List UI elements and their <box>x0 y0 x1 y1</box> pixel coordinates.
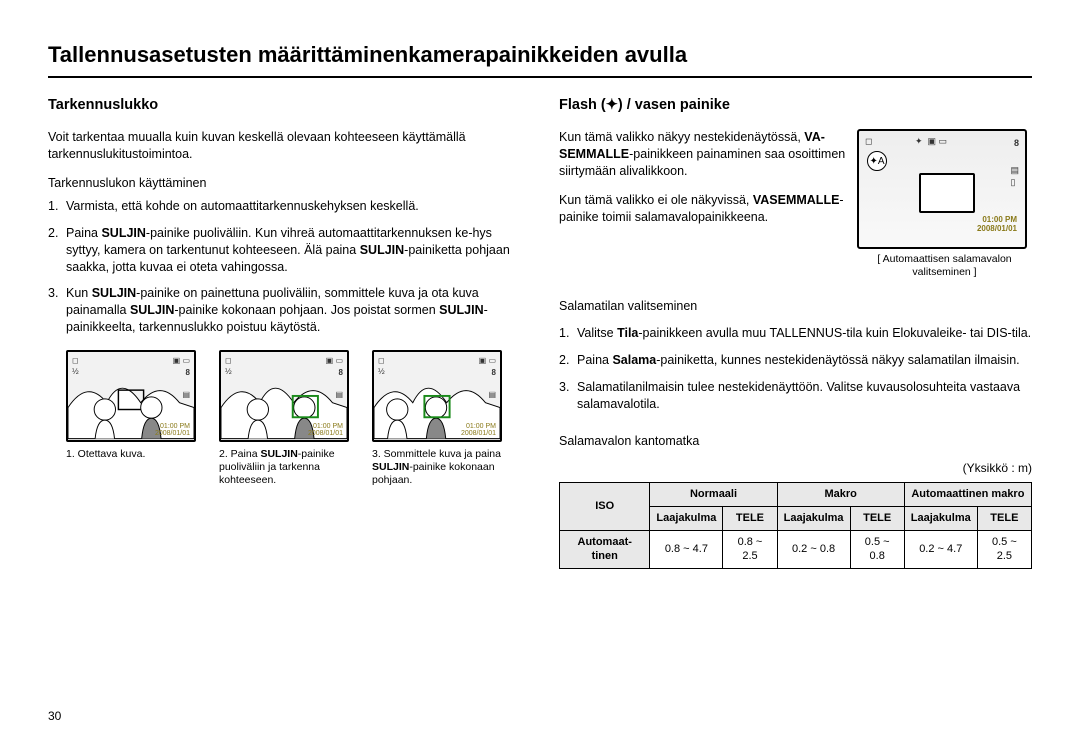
step-3: 3. Kun SULJIN-painike on painettuna puol… <box>48 285 521 336</box>
title-rule <box>48 76 1032 78</box>
lcd-timestamp: 01:00 PM2008/01/01 <box>977 216 1017 233</box>
heading-flash: Flash (✦) / vasen painike <box>559 96 1032 116</box>
figure-row: ◻½ ▣ ▭8▤ 01:00 PM2008/01/01 1. Otettava <box>66 350 521 487</box>
step-1: 1. Varmista, että kohde on automaattitar… <box>48 198 521 215</box>
rstep-2: 2. Paina Salama-painiketta, kunnes neste… <box>559 352 1032 369</box>
thumb2-icons-left: ◻½ <box>225 356 232 378</box>
flash-range-table: ISO Normaali Makro Automaattinen makro L… <box>559 482 1032 569</box>
thumb2-timestamp: 01:00 PM2008/01/01 <box>308 423 343 437</box>
td-val: 0.2 ~ 4.7 <box>904 530 977 569</box>
thumb-1: ◻½ ▣ ▭8▤ 01:00 PM2008/01/01 <box>66 350 196 442</box>
th-macro: Makro <box>777 482 904 506</box>
steps-left: 1. Varmista, että kohde on automaattitar… <box>48 198 521 336</box>
caption-1: 1. Otettava kuva. <box>66 448 201 461</box>
heading-focus-lock: Tarkennuslukko <box>48 96 521 116</box>
th-automacro: Automaattinen makro <box>904 482 1031 506</box>
rstep-3: 3. Salamatilanilmaisin tulee nestekidenä… <box>559 379 1032 413</box>
flash-mode-icon: ✦A <box>867 151 887 171</box>
thumb2-icons-right: ▣ ▭8▤ <box>326 356 343 401</box>
table-row: ISO Normaali Makro Automaattinen makro <box>560 482 1032 506</box>
thumb3-icons-right: ▣ ▭8▤ <box>479 356 496 401</box>
lcd-caption: [ Automaattisen salamavalon valitseminen… <box>857 253 1032 278</box>
thumb-2: ◻½ ▣ ▭8▤ 01:00 PM2008/01/01 <box>219 350 349 442</box>
thumb1-timestamp: 01:00 PM2008/01/01 <box>155 423 190 437</box>
th-sub: Laajakulma <box>777 506 850 530</box>
lcd-icons-top: ◻ ✦ ▣ ▭ <box>865 135 947 147</box>
lcd-focus-frame <box>919 173 975 213</box>
thumb1-icons-right: ▣ ▭8▤ <box>173 356 190 401</box>
step-2: 2. Paina SULJIN-painike puoliväliin. Kun… <box>48 225 521 276</box>
two-column-layout: Tarkennuslukko Voit tarkentaa muualla ku… <box>48 96 1032 570</box>
th-sub: Laajakulma <box>904 506 977 530</box>
intro-text: Voit tarkentaa muualla kuin kuvan keskel… <box>48 129 521 163</box>
page-number: 30 <box>48 708 61 724</box>
steps-right: 1. Valitse Tila-painikkeen avulla muu TA… <box>559 325 1032 413</box>
caption-3: 3. Sommittele kuva ja paina SULJIN-paini… <box>372 448 507 487</box>
td-val: 0.2 ~ 0.8 <box>777 530 850 569</box>
figure-3: ◻½ ▣ ▭8▤ 01:00 PM2008/01/01 <box>372 350 507 487</box>
subhead-select-flash: Salamatilan valitseminen <box>559 298 1032 315</box>
thumb3-timestamp: 01:00 PM2008/01/01 <box>461 423 496 437</box>
td-val: 0.5 ~ 2.5 <box>977 530 1031 569</box>
col-left: Tarkennuslukko Voit tarkentaa muualla ku… <box>48 96 521 570</box>
th-sub: TELE <box>850 506 904 530</box>
lcd-figure: ◻ ✦ ▣ ▭ 8▤▯ ✦A 01:00 PM2008/01/01 [ Auto… <box>857 129 1032 278</box>
th-sub: Laajakulma <box>650 506 723 530</box>
subhead-using: Tarkennuslukon käyttäminen <box>48 175 521 192</box>
td-val: 0.8 ~ 4.7 <box>650 530 723 569</box>
thumb3-icons-left: ◻½ <box>378 356 385 378</box>
th-sub: TELE <box>723 506 777 530</box>
caption-2: 2. Paina SULJIN-painike puoliväliin ja t… <box>219 448 354 487</box>
page-title: Tallennusasetusten määrittäminenkamerapa… <box>48 40 1032 70</box>
rstep-1: 1. Valitse Tila-painikkeen avulla muu TA… <box>559 325 1032 342</box>
th-iso: ISO <box>560 482 650 530</box>
table-row: Automaat-tinen 0.8 ~ 4.7 0.8 ~ 2.5 0.2 ~… <box>560 530 1032 569</box>
unit-label: (Yksikkö : m) <box>559 460 1032 476</box>
figure-1: ◻½ ▣ ▭8▤ 01:00 PM2008/01/01 1. Otettava <box>66 350 201 487</box>
th-sub: TELE <box>977 506 1031 530</box>
figure-2: ◻½ ▣ ▭8▤ 01:00 PM2008/01/01 <box>219 350 354 487</box>
subhead-flash-range: Salamavalon kantomatka <box>559 433 1032 450</box>
td-rowlabel: Automaat-tinen <box>560 530 650 569</box>
lcd-screen: ◻ ✦ ▣ ▭ 8▤▯ ✦A 01:00 PM2008/01/01 <box>857 129 1027 249</box>
th-normal: Normaali <box>650 482 777 506</box>
thumb-3: ◻½ ▣ ▭8▤ 01:00 PM2008/01/01 <box>372 350 502 442</box>
td-val: 0.5 ~ 0.8 <box>850 530 904 569</box>
col-right: Flash (✦) / vasen painike ◻ ✦ ▣ ▭ 8▤▯ ✦A… <box>559 96 1032 570</box>
thumb1-icons-left: ◻½ <box>72 356 79 378</box>
td-val: 0.8 ~ 2.5 <box>723 530 777 569</box>
lcd-icons-right: 8▤▯ <box>1010 137 1019 188</box>
